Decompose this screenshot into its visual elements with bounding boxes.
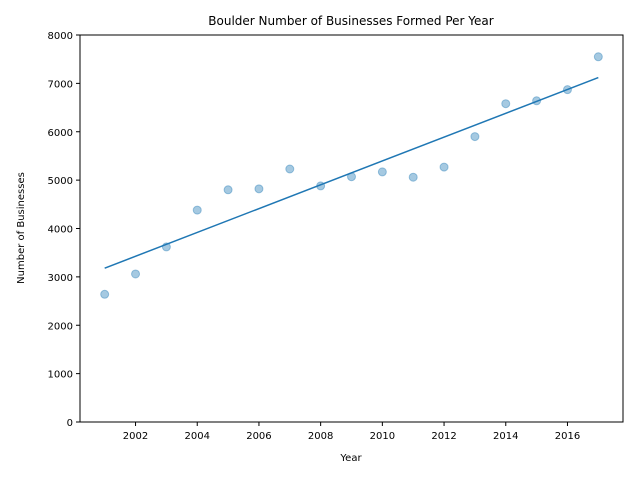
scatter-point <box>223 185 233 195</box>
x-tick-label: 2006 <box>246 431 271 442</box>
scatter-point <box>285 164 295 174</box>
scatter-point <box>377 167 387 177</box>
scatter-point <box>131 269 141 279</box>
trend-line <box>104 76 599 269</box>
y-tick-label: 3000 <box>48 273 73 284</box>
y-tick-label: 7000 <box>48 79 73 90</box>
x-axis-ticks: 2002 2004 2006 2008 2010 2012 2014 2016 <box>123 422 580 442</box>
scatter-point <box>254 184 264 194</box>
y-tick-label: 1000 <box>48 370 73 381</box>
chart-title: Boulder Number of Businesses Formed Per … <box>208 14 493 28</box>
scatter-point <box>100 289 110 299</box>
x-tick-label: 2012 <box>431 431 456 442</box>
y-tick-label: 2000 <box>48 321 73 332</box>
scatter-point <box>501 99 511 109</box>
scatter-point <box>593 52 603 62</box>
data-marks <box>100 52 603 299</box>
x-tick-label: 2016 <box>555 431 580 442</box>
plot-frame <box>79 34 624 423</box>
scatter-point <box>470 132 480 142</box>
scatter-point <box>192 205 202 215</box>
scatter-point <box>408 172 418 182</box>
x-axis-label: Year <box>339 453 362 464</box>
y-tick-label: 5000 <box>48 176 73 187</box>
x-tick-label: 2010 <box>370 431 395 442</box>
y-axis-label: Number of Businesses <box>16 172 27 284</box>
x-tick-label: 2014 <box>493 431 518 442</box>
x-tick-label: 2008 <box>308 431 333 442</box>
scatter-point <box>439 162 449 172</box>
x-tick-label: 2004 <box>185 431 210 442</box>
x-tick-label: 2002 <box>123 431 148 442</box>
y-tick-label: 6000 <box>48 128 73 139</box>
y-tick-label: 4000 <box>48 225 73 236</box>
y-tick-label: 0 <box>67 418 73 429</box>
y-axis-ticks: 0 1000 2000 3000 4000 5000 6000 7000 8000 <box>48 31 80 429</box>
y-tick-label: 8000 <box>48 31 73 42</box>
